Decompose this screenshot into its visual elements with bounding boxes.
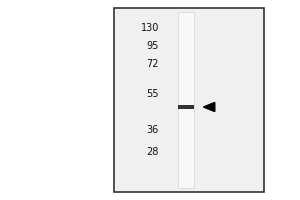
Text: 36: 36: [147, 125, 159, 135]
Bar: [178, 12, 194, 188]
Text: 95: 95: [147, 41, 159, 51]
Text: 130: 130: [141, 23, 159, 33]
Polygon shape: [203, 102, 215, 112]
Text: 72: 72: [146, 59, 159, 69]
Bar: [178, 105, 194, 109]
Text: 55: 55: [146, 89, 159, 99]
Bar: [114, 8, 264, 192]
Text: 28: 28: [147, 147, 159, 157]
